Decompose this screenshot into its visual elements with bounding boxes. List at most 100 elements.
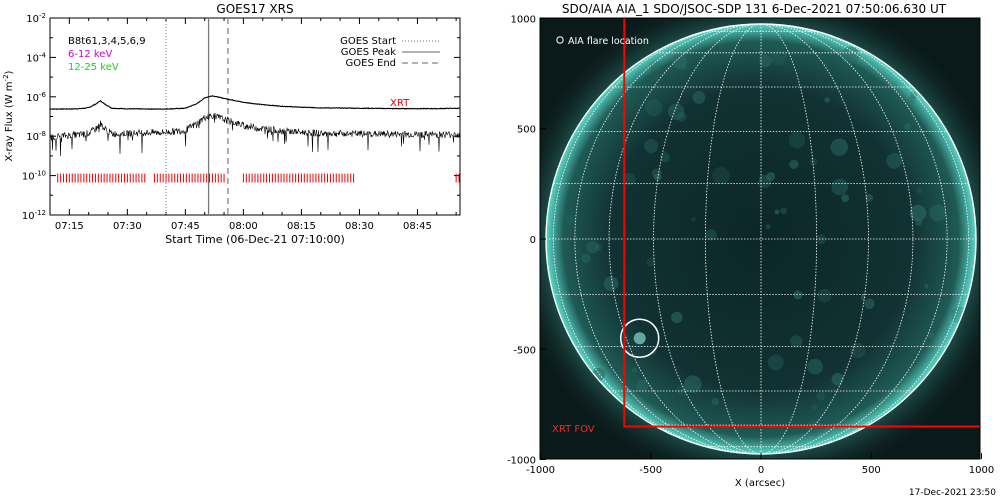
goes-y-axis-label: X-ray Flux (W m-2) xyxy=(2,70,15,161)
disk-bright-patch xyxy=(691,217,696,222)
disk-bright-patch xyxy=(623,172,636,186)
goes-y-tick-label: 10-2 xyxy=(26,12,46,25)
disk-bright-patch xyxy=(645,98,663,117)
disk-bright-patch xyxy=(916,187,923,194)
goes-y-tick-label: 10-8 xyxy=(26,130,46,143)
goes-y-tick-exponent: -10 xyxy=(35,170,46,178)
xrt-fov-label: XRT FOV xyxy=(552,424,595,435)
aia-x-tick-label: -1000 xyxy=(526,465,555,476)
goes-y-tick-exponent: -2 xyxy=(39,12,46,20)
aia-y-tick-label: 0 xyxy=(530,235,536,246)
longitude-line xyxy=(760,23,970,455)
longitude-line xyxy=(760,23,817,455)
aia-y-tick-label: -500 xyxy=(513,345,536,356)
disk-bright-patch xyxy=(601,109,613,121)
disk-bright-patch xyxy=(789,159,799,169)
longitude-line xyxy=(760,23,869,455)
disk-bright-patch xyxy=(759,54,772,68)
longitude-line xyxy=(552,23,762,455)
goes-x-tick-label: 08:30 xyxy=(345,221,374,232)
goes-y-tick-label: 10-12 xyxy=(22,209,46,222)
disk-bright-patch xyxy=(811,404,817,410)
longitude-line xyxy=(760,23,948,455)
goes-y-tick-base: 10 xyxy=(26,14,39,25)
disk-bright-patch xyxy=(651,168,662,179)
goes-x-tick-label: 07:30 xyxy=(113,221,142,232)
event-legend-label: GOES Start xyxy=(340,36,396,47)
disk-bright-patch xyxy=(644,138,659,154)
goes-x-tick-label: 07:15 xyxy=(55,221,84,232)
disk-bright-patch xyxy=(831,178,848,196)
aia-y-tick-label: 500 xyxy=(517,125,536,136)
disk-bright-patch xyxy=(924,284,929,289)
aia-y-tick-label: 1000 xyxy=(511,14,536,25)
longitude-line xyxy=(574,23,762,455)
aia-x-tick-label: 1000 xyxy=(969,465,994,476)
disk-bright-patch xyxy=(904,123,911,131)
disk-bright-patch xyxy=(684,375,702,394)
disk-bright-patch xyxy=(886,153,902,169)
disk-bright-patch xyxy=(766,172,776,181)
disk-bright-patch xyxy=(667,103,685,121)
disk-bright-patch xyxy=(671,53,687,69)
goes-x-tick-label: 08:00 xyxy=(229,221,258,232)
aia-x-axis-label: X (arcsec) xyxy=(735,478,785,489)
goes-y-tick-base: 10 xyxy=(22,172,35,183)
flare-location-circle xyxy=(619,318,660,358)
aia-x-axis: -1000 -500 0 500 1000 xyxy=(526,453,994,476)
disk-bright-patch xyxy=(676,384,688,396)
goes-event-lines xyxy=(165,18,229,215)
longitude-line xyxy=(705,23,762,455)
flare-legend-marker-icon xyxy=(556,36,564,44)
disk-bright-patch xyxy=(807,358,823,375)
disk-bright-patch xyxy=(830,138,848,156)
heliographic-grid xyxy=(546,23,976,455)
xrt-series-label: XRT xyxy=(390,98,410,109)
goes-y-tick-base: 10 xyxy=(26,132,39,143)
goes-y-tick-exponent: -4 xyxy=(39,51,47,59)
disk-bright-patch xyxy=(809,157,818,166)
energy-legend-label: 6-12 keV xyxy=(68,49,112,60)
goes-y-tick-label: 10-10 xyxy=(22,170,46,183)
disk-bright-patch xyxy=(841,46,860,65)
energy-legend: B8t61,3,4,5,6,9 6-12 keV 12-25 keV xyxy=(68,36,146,73)
disk-bright-patch xyxy=(865,194,873,202)
disk-bright-patch xyxy=(774,209,780,215)
aia-x-tick-label: 0 xyxy=(758,465,764,476)
event-legend-label: GOES Peak xyxy=(341,47,396,58)
goes-y-tick-label: 10-6 xyxy=(26,91,46,104)
goes-y-tick-base: 10 xyxy=(26,53,39,64)
goes-x-axis: 07:15 07:30 07:45 08:00 08:15 08:30 08:45 xyxy=(55,18,457,232)
disk-bright-patch xyxy=(831,373,844,386)
disk-bright-patch xyxy=(907,95,917,105)
aia-map-panel: SDO/AIA AIA_1 SDO/JSOC-SDP 131 6-Dec-202… xyxy=(507,2,996,498)
disk-bright-patch xyxy=(649,61,661,72)
disk-bright-patch xyxy=(816,391,826,401)
flare-location-ring xyxy=(619,318,660,358)
disk-bright-patch xyxy=(765,224,771,230)
longitude-line xyxy=(653,23,762,455)
goes-y-tick-exponent: -8 xyxy=(39,130,46,138)
disk-bright-patch xyxy=(711,398,720,406)
xrt-coverage-ticks xyxy=(57,173,460,183)
disk-bright-patch xyxy=(909,204,927,222)
disk-bright-patch xyxy=(595,243,602,251)
aia-y-tick-label: -1000 xyxy=(507,456,536,467)
flare-bright-spot xyxy=(633,332,646,345)
disk-bright-patch xyxy=(603,276,619,291)
disk-bright-patch xyxy=(692,91,706,104)
disk-bright-patch xyxy=(910,91,918,99)
event-legend-label: GOES End xyxy=(346,58,396,69)
disk-bright-patch xyxy=(817,288,832,303)
goes-plot-frame xyxy=(49,17,461,216)
disk-bright-patch xyxy=(671,311,683,324)
disk-bright-patch xyxy=(767,354,784,371)
goes-x-tick-label: 08:15 xyxy=(287,221,316,232)
energy-legend-label: 12-25 keV xyxy=(68,62,119,73)
disk-bright-patch xyxy=(705,229,718,241)
disk-bright-patch xyxy=(636,379,649,392)
goes-x-tick-label: 08:45 xyxy=(403,221,432,232)
disk-bright-patch xyxy=(841,194,849,203)
